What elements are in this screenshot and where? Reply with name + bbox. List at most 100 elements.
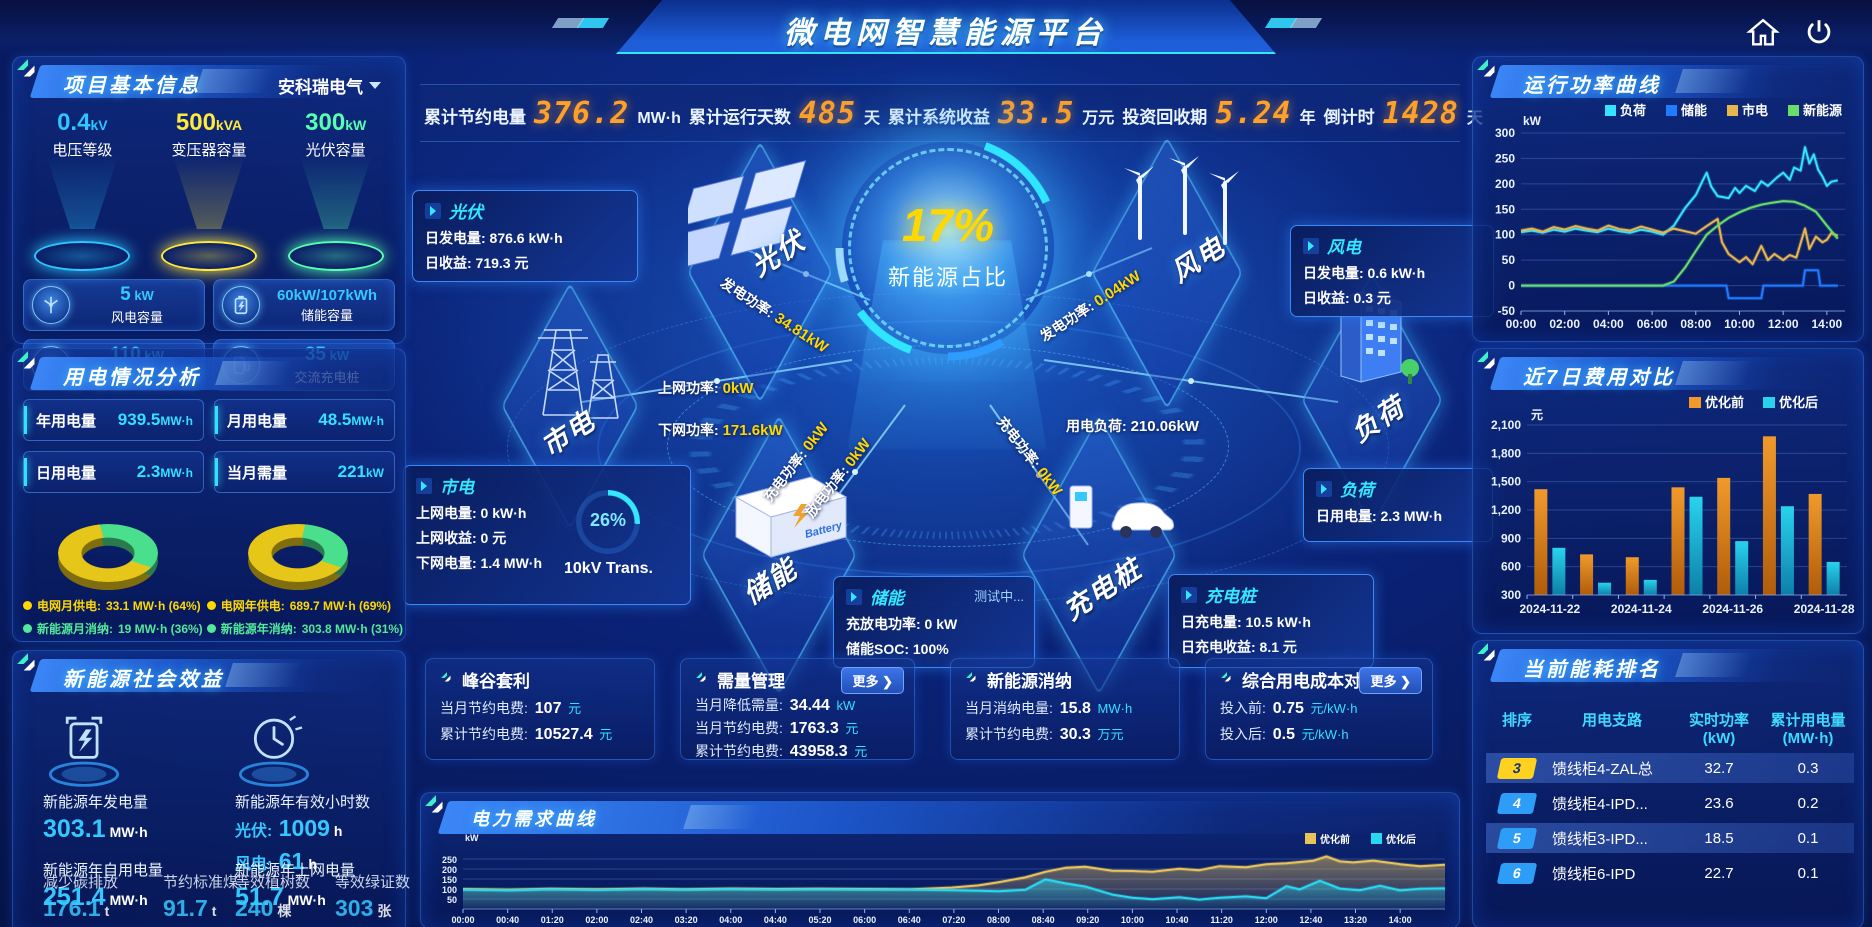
row-unit: kW: [832, 698, 856, 713]
usage-number: 48.5: [318, 410, 352, 429]
usage-stat-value: 939.5MW·h: [118, 410, 193, 430]
row-value: 0.75: [1272, 700, 1304, 717]
branch-cell: 馈线柜3-IPD...: [1552, 830, 1648, 848]
panel-project-info: 项目基本信息 安科瑞电气 0.4kV 电压等级 500kVA 变压器容量 300kW 光伏…: [12, 56, 406, 391]
svg-text:00:00: 00:00: [451, 915, 474, 925]
svg-text:150: 150: [442, 875, 457, 885]
table-row[interactable]: 3 馈线柜4-ZAL总 32.7 0.3: [1486, 753, 1854, 783]
usage-stat-box: 月用电量 48.5MW·h: [214, 399, 395, 441]
wind-turbine-icon: [1124, 156, 1239, 245]
table-row[interactable]: 6 馈线柜6-IPD 22.7 0.1: [1486, 858, 1854, 888]
row-unit: 元: [564, 701, 582, 716]
rank-cell: 3: [1486, 757, 1548, 779]
benefit-generation: 新能源年发电量 303.1 MW·h: [43, 794, 149, 843]
svg-text:06:00: 06:00: [853, 915, 876, 925]
ranking-header-cell: 实时功率 (kW): [1676, 712, 1762, 748]
svg-text:150: 150: [1495, 202, 1515, 216]
svg-text:kW: kW: [465, 833, 479, 843]
yearly-energy-donut: [223, 499, 373, 591]
svg-text:06:00: 06:00: [1637, 317, 1668, 331]
row-unit: 元: [595, 727, 613, 742]
row-unit: 元/kW·h: [1306, 701, 1358, 716]
bar-2024-11-25-优化前: [1671, 487, 1685, 595]
usage-stat-box: 日用电量 2.3MW·h: [23, 451, 204, 493]
row-label: 当月降低需量:: [695, 697, 787, 713]
svg-text:元: 元: [1531, 408, 1543, 422]
benefit-self-use: 新能源年自用电量 251.4 MW·h: [43, 862, 164, 911]
usage-number: 221: [337, 462, 366, 481]
stat-label: 累计系统收益: [888, 107, 991, 127]
bottom-card-3: 综合用电成本对比 更多 ❯ 投入前: 0.75 元/kW·h 投入后: 0.5 元/k…: [1205, 658, 1433, 760]
power-icon[interactable]: [1802, 16, 1836, 50]
svg-text:1,800: 1,800: [1491, 446, 1521, 460]
info-card-title-text: 充电桩: [1205, 587, 1256, 606]
energy-cell: 0.1: [1797, 829, 1819, 847]
info-card-rows: 日用电量: 2.3 MW·h: [1316, 506, 1480, 526]
svg-text:2024-11-26: 2024-11-26: [1702, 602, 1763, 616]
bottom-card-1: 需量管理 更多 ❯ 当月降低需量: 34.44 kW 当月节约电费: 1763.3 元…: [680, 658, 915, 760]
flow-value: 0kW: [722, 380, 754, 397]
cone-beam: [46, 155, 119, 229]
svg-text:07:20: 07:20: [942, 915, 965, 925]
gauge-dashed-ring: [848, 148, 1048, 348]
benefit-hours: 新能源年有效小时数 光伏: 1009 h 风电: 61 h: [235, 794, 371, 874]
cone-beam: [172, 155, 246, 229]
power-cell: 22.7: [1704, 864, 1734, 882]
panel-corner-icon: [17, 653, 35, 671]
more-button[interactable]: 更多 ❯: [1359, 667, 1422, 694]
svg-text:1,500: 1,500: [1491, 475, 1521, 489]
usage-stat-value: 2.3MW·h: [137, 462, 193, 482]
bar-2024-11-27-优化后: [1780, 506, 1794, 595]
power-curve-chart: -50 0 50 100 150 200 250 300 kW 00:00 02:00 04:00 06…: [1477, 99, 1857, 342]
svg-text:04:00: 04:00: [1593, 317, 1624, 331]
info-card-title: 风电: [1303, 233, 1481, 258]
more-button[interactable]: 更多 ❯: [841, 667, 904, 694]
panel-corner-icon: [1477, 351, 1495, 369]
branch-cell: 馈线柜4-ZAL总: [1552, 760, 1653, 778]
capacity-card: 5 kW 风电容量: [23, 279, 205, 331]
svg-text:08:40: 08:40: [1032, 915, 1055, 925]
legend-dot-icon: [23, 601, 32, 610]
cone-value: 0.4kV: [19, 109, 146, 137]
table-row[interactable]: 5 馈线柜3-IPD... 18.5 0.1: [1486, 823, 1854, 853]
info-card-row: 充放电功率: 0 kW: [846, 616, 958, 632]
rank-badge: 4: [1496, 792, 1538, 814]
rank-cell: 6: [1486, 862, 1548, 884]
info-card-row: 日充电量: 10.5 kW·h: [1181, 614, 1311, 630]
panel-corner-icon: [1477, 59, 1495, 77]
svg-text:12:00: 12:00: [1255, 915, 1278, 925]
info-card-storage: 储能 测试中... 充放电功率: 0 kW 储能SOC: 100%: [833, 576, 1035, 668]
home-icon[interactable]: [1746, 16, 1780, 50]
row-unit: MW·h: [1093, 701, 1133, 716]
usage-number: 939.5: [117, 410, 161, 429]
stat-unit: 万元: [1082, 109, 1115, 127]
row-value: 34.44: [789, 697, 830, 714]
capacity-number: 60kW/107kWh: [276, 286, 378, 304]
ranking-header-cell: 用电支路: [1548, 712, 1676, 748]
power-curve-title: 运行功率曲线: [1523, 75, 1661, 97]
table-row[interactable]: 4 馈线柜4-IPD... 23.6 0.2: [1486, 788, 1854, 818]
bottom-card-row: 当月消纳电量: 15.8 MW·h: [965, 698, 1165, 718]
panel-social-benefits: 新能源社会效益 新能源年发电量 303.1 MW·h 新能源年有效小时数 光伏: …: [12, 650, 410, 927]
info-card-row: 日发电量: 876.6 kW·h: [425, 230, 563, 246]
stat-unit: MW·h: [637, 109, 681, 127]
info-card-rows: 充放电功率: 0 kW 储能SOC: 100%: [846, 614, 1022, 659]
company-dropdown[interactable]: 安科瑞电气: [278, 73, 381, 98]
benefit-certs: 等效绿证数 303 张: [335, 874, 411, 921]
info-card-row: 日收益: 0.3 元: [1303, 290, 1391, 306]
capacity-cone: 500kVA 变压器容量: [146, 109, 273, 277]
svg-text:10:00: 10:00: [1121, 915, 1144, 925]
cost-compare-chart: 300 600 900 1,200 1,500 1,800 2,100 元 2024-11-22…: [1477, 393, 1857, 628]
flow-label: 下网功率: 171.6kW: [658, 420, 783, 440]
cost-compare-title: 近7日费用对比: [1523, 367, 1676, 389]
bottom-card-title-text: 需量管理: [717, 672, 785, 691]
bottom-card-row: 累计节约电费: 30.3 万元: [965, 724, 1165, 744]
energy-cell: 0.3: [1797, 759, 1819, 777]
svg-text:600: 600: [1501, 560, 1521, 574]
cone-base: [161, 241, 257, 271]
donut-face: [248, 524, 348, 582]
bar-2024-11-26-优化后: [1735, 541, 1749, 595]
app-title-bar: 微电网智慧能源平台: [616, 0, 1276, 54]
bar-2024-11-25-优化后: [1689, 496, 1703, 595]
cone-label: 光伏容量: [305, 142, 366, 159]
